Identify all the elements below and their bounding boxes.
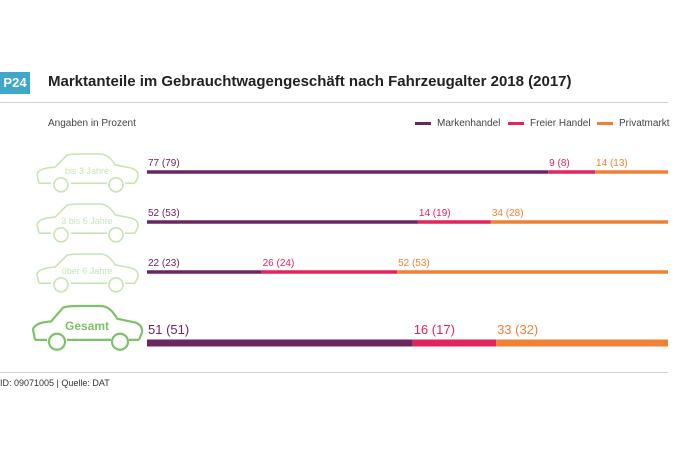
chart-title: Marktanteile im Gebrauchtwagengeschäft n… [48,73,572,90]
legend-swatch [597,122,613,125]
car-body [31,304,144,341]
car-wheel [110,332,130,351]
data-label: 51 (51) [148,322,189,337]
chart-id-badge: P24 [0,72,30,94]
car-wheel [108,276,124,293]
bar-segment [595,170,668,174]
data-label: 22 (23) [148,258,180,269]
legend-swatch [415,122,431,125]
bar-segment [412,339,497,347]
bar-segment [147,220,418,224]
data-label: 52 (53) [398,258,430,269]
car-body [36,253,139,284]
bar-segment [261,270,398,274]
data-label: 52 (53) [148,208,180,219]
data-label: 14 (13) [596,158,628,169]
bar-segment [397,270,668,274]
legend-label: Markenhandel [437,118,501,129]
bar-segment [490,220,668,224]
data-label: 9 (8) [549,158,570,169]
bar-segment [496,339,668,347]
category-label: bis 3 Jahre [65,166,109,176]
data-label: 14 (19) [419,208,451,219]
data-label: 16 (17) [414,322,455,337]
car-wheel [53,276,69,293]
data-label: 26 (24) [263,258,295,269]
car-icon: über 6 Jahre [36,253,139,293]
car-wheel [108,177,124,193]
category-label: Gesamt [65,319,109,333]
car-icon: bis 3 Jahre [36,153,139,193]
bar-segment [147,339,413,347]
car-icon: Gesamt [31,304,144,351]
car-body [36,153,139,184]
bar-segment [548,170,596,174]
bar-segment [147,270,262,274]
legend-item-freier-handel: Freier Handel [508,118,591,129]
car-icon: 3 bis 6 Jahre [36,203,139,243]
category-label: 3 bis 6 Jahre [61,216,113,226]
car-wheel [53,177,69,193]
legend-swatch [508,122,524,125]
car-body [36,203,139,234]
category-label: über 6 Jahre [62,266,113,276]
legend-label: Freier Handel [530,118,591,129]
car-wheel [108,227,124,243]
bar-segment [147,170,549,174]
data-label: 34 (28) [492,208,524,219]
car-wheel [47,332,67,351]
data-label: 33 (32) [497,322,538,337]
source-note: ID: 09071005 | Quelle: DAT [0,378,110,388]
legend-item-privatmarkt: Privatmarkt [597,118,670,129]
top-divider [0,102,668,103]
legend-item-markenhandel: Markenhandel [415,118,500,129]
chart-subtitle: Angaben in Prozent [48,118,136,129]
car-wheel [53,227,69,243]
bottom-divider [0,372,668,373]
legend-label: Privatmarkt [619,118,670,129]
bar-segment [417,220,491,224]
data-label: 77 (79) [148,158,180,169]
